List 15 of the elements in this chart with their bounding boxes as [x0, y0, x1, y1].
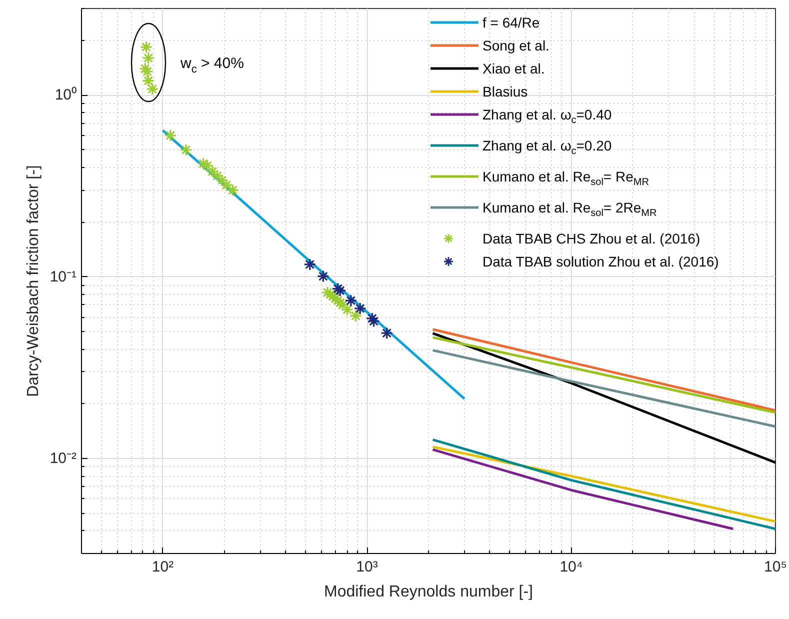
- x-axis-title: Modified Reynolds number [-]: [324, 584, 533, 600]
- legend-label: f = 64/Re: [482, 14, 540, 30]
- legend-label: Song et al.: [482, 38, 550, 54]
- legend-label: Data TBAB CHS Zhou et al. (2016): [482, 230, 700, 246]
- legend-label: Blasius: [482, 84, 528, 100]
- x-tick-label: 10⁴: [560, 558, 583, 576]
- legend-label: Data TBAB solution Zhou et al. (2016): [482, 254, 719, 270]
- x-tick-label: 10²: [152, 558, 174, 576]
- legend-label: Xiao et al.: [482, 60, 545, 76]
- x-tick-label: 10³: [356, 558, 378, 576]
- y-tick-label: 10⁻¹: [50, 268, 77, 286]
- y-tick-label: 10⁰: [54, 86, 77, 104]
- y-axis-title: Darcy-Weisbach friction factor [-]: [24, 165, 42, 397]
- y-tick-label: 10⁻²: [50, 450, 77, 468]
- x-tick-label: 10⁵: [764, 558, 787, 576]
